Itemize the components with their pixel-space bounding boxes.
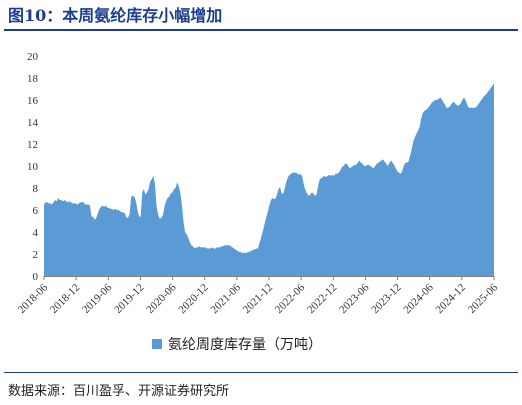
x-tick-label: 2024-06 bbox=[401, 281, 436, 316]
y-tick-label: 0 bbox=[33, 271, 39, 283]
y-tick-label: 20 bbox=[27, 51, 39, 63]
source-divider bbox=[4, 372, 518, 373]
legend: 氨纶周度库存量（万吨） bbox=[152, 337, 322, 353]
x-tick-label: 2023-12 bbox=[369, 282, 403, 316]
x-tick-label: 2022-06 bbox=[273, 281, 308, 316]
x-tick-label: 2018-12 bbox=[48, 282, 82, 316]
x-tick-label: 2020-06 bbox=[144, 281, 179, 316]
x-tick-label: 2023-06 bbox=[337, 281, 372, 316]
x-tick-label: 2019-06 bbox=[80, 281, 115, 316]
title-divider bbox=[4, 29, 518, 31]
x-tick-label: 2019-12 bbox=[112, 282, 146, 316]
x-tick-label: 2021-12 bbox=[241, 282, 275, 316]
y-tick-label: 4 bbox=[33, 227, 39, 239]
figure-title: 图10：本周氨纶库存小幅增加 bbox=[8, 6, 223, 25]
y-tick-label: 2 bbox=[33, 249, 39, 261]
y-tick-label: 6 bbox=[33, 205, 39, 217]
x-tick-label: 2022-12 bbox=[305, 282, 339, 316]
x-tick-label: 2024-12 bbox=[434, 282, 468, 316]
y-tick-label: 8 bbox=[33, 183, 39, 195]
x-tick-label: 2025-06 bbox=[466, 281, 501, 316]
series-area bbox=[44, 83, 494, 276]
x-tick-label: 2021-06 bbox=[209, 281, 244, 316]
y-tick-label: 12 bbox=[27, 139, 38, 151]
x-axis: 2018-062018-122019-062019-122020-062020-… bbox=[16, 276, 501, 316]
y-tick-label: 10 bbox=[27, 161, 39, 173]
legend-label: 氨纶周度库存量（万吨） bbox=[168, 337, 322, 353]
x-tick-label: 2020-12 bbox=[176, 282, 210, 316]
y-tick-label: 18 bbox=[27, 73, 39, 85]
plot-area bbox=[44, 83, 494, 276]
x-tick-label: 2018-06 bbox=[16, 281, 51, 316]
y-tick-label: 14 bbox=[27, 117, 39, 129]
y-tick-label: 16 bbox=[27, 95, 39, 107]
data-source: 数据来源：百川盈孚、开源证券研究所 bbox=[8, 384, 230, 399]
y-axis: 0 2 4 6 8 10 12 14 16 18 20 bbox=[27, 51, 39, 283]
legend-swatch bbox=[152, 339, 162, 349]
